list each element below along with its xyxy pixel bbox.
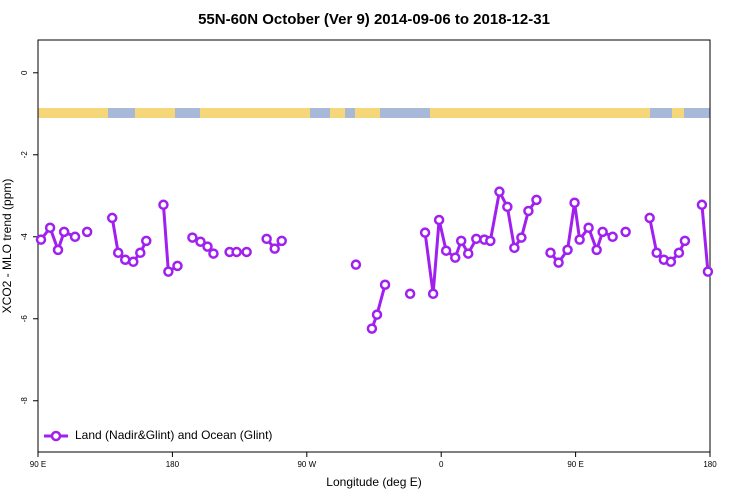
data-point bbox=[583, 222, 594, 234]
x-axis-label: Longitude (deg E) bbox=[326, 475, 421, 489]
data-point bbox=[419, 227, 431, 238]
data-point bbox=[485, 235, 496, 247]
data-point bbox=[591, 244, 602, 256]
data-point bbox=[241, 246, 252, 258]
y-axis-label: XCO2 - MLO trend (ppm) bbox=[0, 179, 14, 314]
data-point bbox=[366, 323, 378, 334]
legend-marker bbox=[50, 430, 62, 442]
x-tick-label: 180 bbox=[703, 460, 717, 469]
data-point bbox=[651, 247, 662, 259]
data-point bbox=[545, 247, 556, 259]
data-point bbox=[163, 266, 174, 277]
data-point bbox=[502, 201, 513, 213]
data-point bbox=[269, 243, 280, 254]
data-point bbox=[371, 309, 383, 320]
data-point bbox=[679, 235, 691, 247]
data-point bbox=[44, 222, 56, 234]
data-point bbox=[379, 279, 391, 290]
data-point bbox=[665, 256, 677, 268]
y-tick-label: -4 bbox=[20, 233, 29, 241]
data-point bbox=[276, 235, 287, 247]
data-point bbox=[195, 236, 206, 247]
data-point bbox=[462, 248, 474, 259]
data-point bbox=[562, 244, 573, 256]
data-point bbox=[569, 197, 580, 209]
data-point bbox=[141, 235, 152, 247]
y-tick-label: 0 bbox=[20, 70, 29, 75]
data-point bbox=[531, 194, 542, 206]
x-tick-label: 90 W bbox=[297, 460, 316, 469]
data-point bbox=[509, 242, 520, 254]
data-point bbox=[81, 226, 93, 238]
data-point bbox=[106, 212, 118, 224]
data-point bbox=[119, 254, 131, 265]
x-tick-label: 180 bbox=[166, 460, 180, 469]
data-point bbox=[673, 247, 685, 259]
map-strip bbox=[38, 108, 710, 118]
data-point bbox=[261, 233, 272, 245]
data-point bbox=[433, 214, 445, 226]
data-point bbox=[597, 226, 608, 238]
legend-label: Land (Nadir&Glint) and Ocean (Glint) bbox=[75, 428, 272, 442]
data-point bbox=[128, 256, 139, 268]
data-point bbox=[644, 212, 655, 224]
data-point bbox=[208, 248, 219, 259]
y-tick-label: -8 bbox=[20, 397, 29, 405]
data-point bbox=[494, 186, 505, 197]
data-point bbox=[58, 226, 70, 238]
data-point bbox=[35, 234, 47, 245]
y-tick-label: -2 bbox=[20, 151, 29, 159]
data-point bbox=[187, 232, 198, 243]
data-point bbox=[440, 245, 452, 256]
y-tick-label: -6 bbox=[20, 315, 29, 323]
x-tick-label: 90 E bbox=[567, 460, 583, 469]
data-point bbox=[553, 257, 564, 268]
x-tick-label: 90 E bbox=[30, 460, 46, 469]
data-point bbox=[516, 232, 527, 243]
data-point bbox=[696, 199, 708, 211]
x-tick-label: 0 bbox=[439, 460, 444, 469]
plot-frame bbox=[37, 39, 711, 453]
data-point bbox=[471, 233, 482, 245]
data-point bbox=[702, 266, 714, 277]
data-point bbox=[523, 205, 534, 217]
data-point bbox=[112, 247, 124, 259]
data-point bbox=[231, 246, 242, 258]
data-point bbox=[574, 234, 585, 245]
data-point bbox=[607, 231, 618, 243]
data-point bbox=[427, 288, 439, 300]
data-point bbox=[69, 231, 81, 243]
data-point bbox=[404, 288, 416, 300]
data-point bbox=[455, 235, 467, 247]
data-point bbox=[449, 252, 461, 263]
data-point bbox=[158, 199, 169, 211]
data-point bbox=[350, 259, 362, 270]
data-point bbox=[135, 247, 146, 259]
data-point bbox=[202, 241, 213, 252]
series-line bbox=[39, 187, 710, 330]
data-point bbox=[172, 260, 183, 272]
chart-title: 55N-60N October (Ver 9) 2014-09-06 to 20… bbox=[198, 11, 550, 28]
data-point bbox=[52, 244, 64, 256]
data-point bbox=[620, 226, 631, 238]
